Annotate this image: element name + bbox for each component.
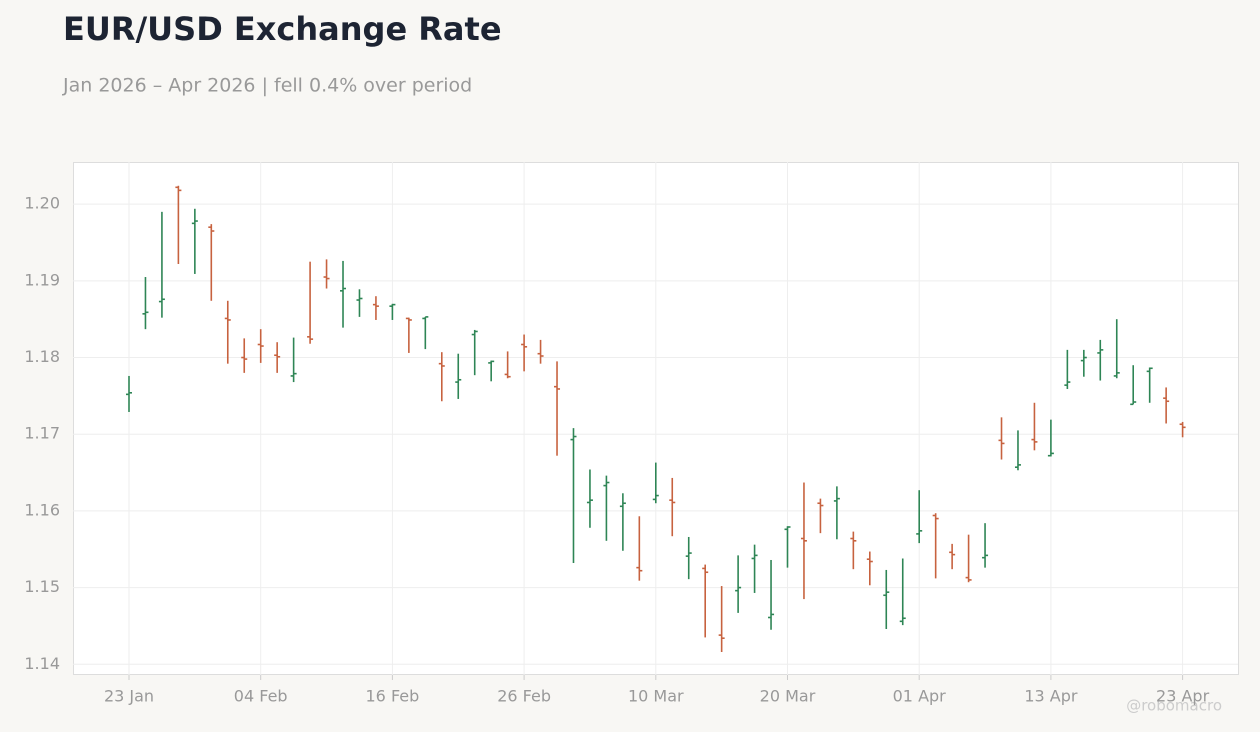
y-tick-label: 1.19 [24, 270, 60, 289]
chart-subtitle: Jan 2026 – Apr 2026 | fell 0.4% over per… [62, 75, 472, 97]
watermark: @robomacro [1126, 697, 1222, 715]
y-tick-label: 1.14 [24, 654, 60, 673]
x-tick-label: 01 Apr [893, 687, 947, 706]
y-tick-label: 1.20 [24, 194, 60, 213]
y-tick-label: 1.17 [24, 424, 60, 443]
y-tick-label: 1.18 [24, 347, 60, 366]
x-tick-label: 23 Apr [1156, 687, 1210, 706]
y-tick-label: 1.15 [24, 577, 60, 596]
y-tick-label: 1.16 [24, 500, 60, 519]
x-tick-label: 23 Jan [104, 687, 154, 706]
x-tick-label: 10 Mar [628, 687, 684, 706]
x-tick-label: 13 Apr [1024, 687, 1078, 706]
x-tick-label: 20 Mar [760, 687, 816, 706]
x-tick-label: 16 Feb [366, 687, 420, 706]
chart-title: EUR/USD Exchange Rate [63, 10, 502, 48]
x-tick-label: 26 Feb [497, 687, 551, 706]
x-tick-label: 04 Feb [234, 687, 288, 706]
